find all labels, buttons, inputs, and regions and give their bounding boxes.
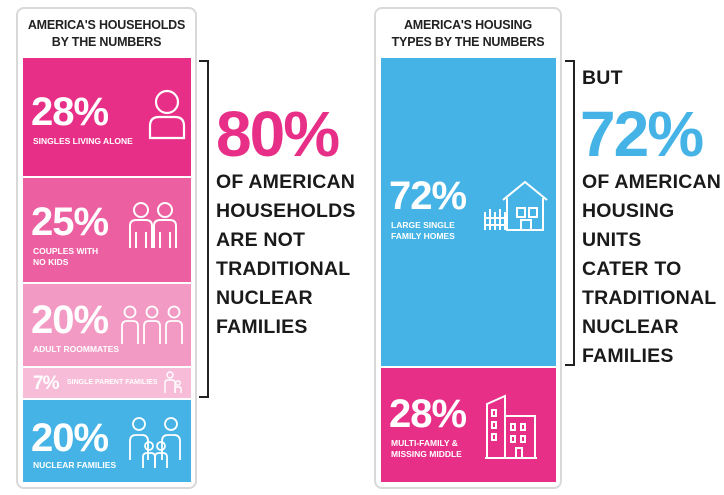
segment-pct: 28% (31, 90, 109, 134)
roommates-icon (119, 304, 185, 346)
segment-pct: 20% (31, 298, 109, 342)
segment-label: SINGLES LIVING ALONE (33, 136, 133, 146)
segment-singles: 28% SINGLES LIVING ALONE (23, 58, 191, 176)
callout-line: OF AMERICAN (216, 171, 356, 193)
segment-label: SINGLE PARENT FAMILIES (67, 379, 158, 386)
single-person-icon (147, 88, 187, 140)
segment-pct: 72% (389, 174, 467, 218)
segment-label: NUCLEAR FAMILIES (33, 460, 117, 470)
segment-pct: 20% (31, 416, 109, 460)
segment-pct: 28% (389, 392, 467, 436)
segment-nuclear: 20% NUCLEAR FAMILIES (23, 400, 191, 482)
housing-callout-pct: 72% (580, 98, 704, 170)
segment-label: MULTI-FAMILY & MISSING MIDDLE (391, 438, 462, 459)
segment-label: LARGE SINGLE FAMILY HOMES (391, 220, 455, 241)
segment-multi-family: 28% MULTI-FAMILY & MISSING MIDDLE (381, 368, 556, 482)
callout-line: HOUSING UNITS (582, 200, 675, 251)
households-callout-pct: 80% (216, 98, 340, 170)
households-bracket (199, 60, 209, 398)
housing-bracket (565, 60, 575, 366)
callout-line: TRADITIONAL (216, 258, 351, 280)
house-icon (483, 176, 549, 232)
callout-line: FAMILIES (582, 345, 674, 367)
housing-callout-prefix: BUT (582, 67, 623, 89)
housing-callout-text: OF AMERICAN HOUSING UNITS CATER TO TRADI… (582, 168, 724, 371)
segment-pct: 7% (33, 373, 59, 394)
housing-title: AMERICA'S HOUSING TYPES BY THE NUMBERS (391, 18, 545, 49)
callout-line: NUCLEAR (216, 287, 313, 309)
callout-line: HOUSEHOLDS (216, 200, 356, 222)
households-title: AMERICA'S HOUSEHOLDS BY THE NUMBERS (27, 18, 186, 49)
segment-single-parent: 7% SINGLE PARENT FAMILIES (23, 368, 191, 398)
callout-line: OF AMERICAN (582, 171, 722, 193)
callout-line: TRADITIONAL (582, 287, 717, 309)
segment-label: COUPLES WITH NO KIDS (33, 246, 99, 267)
couple-icon (127, 200, 179, 252)
segment-large-single-family: 72% LARGE SINGLE FAMILY HOMES (381, 58, 556, 366)
callout-line: NUCLEAR (582, 316, 679, 338)
callout-line: FAMILIES (216, 316, 308, 338)
segment-pct: 25% (31, 200, 109, 244)
households-callout-text: OF AMERICAN HOUSEHOLDS ARE NOT TRADITION… (216, 168, 356, 342)
segment-couples: 25% COUPLES WITH NO KIDS (23, 178, 191, 282)
callout-line: CATER TO (582, 258, 682, 280)
apartment-building-icon (483, 394, 539, 460)
segment-roommates: 20% ADULT ROOMMATES (23, 284, 191, 366)
segment-label: ADULT ROOMMATES (33, 344, 120, 354)
single-parent-icon (163, 371, 183, 395)
nuclear-family-icon (127, 416, 183, 470)
callout-line: ARE NOT (216, 229, 306, 251)
